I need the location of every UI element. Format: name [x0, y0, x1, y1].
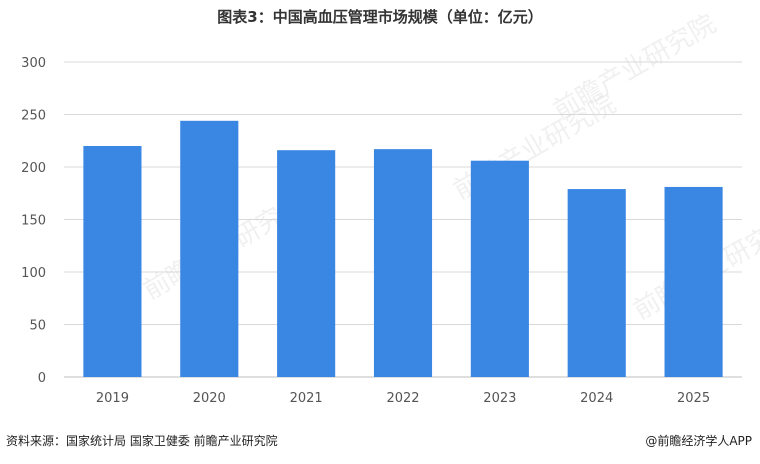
bars	[83, 120, 723, 378]
brand-credit: @前瞻经济学人APP	[645, 434, 752, 448]
x-axis-ticks: 2019 2020 2021 2022 2023 2024 2025	[96, 391, 710, 406]
x-tick-label: 2025	[677, 391, 710, 406]
y-tick-label: 50	[29, 319, 46, 334]
source-note: 资料来源：国家统计局 国家卫健委 前瞻产业研究院	[6, 434, 278, 448]
bar-2024	[567, 189, 626, 377]
y-tick-label: 100	[21, 266, 46, 281]
y-tick-label: 200	[21, 161, 46, 176]
bar-2022	[373, 149, 433, 377]
bar-2023	[470, 160, 529, 377]
y-tick-label: 300	[21, 56, 46, 71]
x-tick-label: 2023	[483, 391, 516, 406]
chart-title: 图表3：中国高血压管理市场规模（单位：亿元）	[217, 8, 543, 26]
bar-2020	[180, 120, 239, 378]
x-tick-label: 2022	[386, 391, 419, 406]
watermark-text: 前瞻产业研究院	[549, 9, 722, 126]
y-tick-label: 150	[21, 214, 46, 229]
y-tick-label: 250	[21, 109, 46, 124]
y-axis-ticks: 0 50 100 150 200 250 300	[21, 56, 46, 386]
x-tick-label: 2020	[193, 391, 226, 406]
x-tick-label: 2024	[580, 391, 613, 406]
y-tick-label: 0	[38, 371, 46, 386]
x-tick-label: 2021	[290, 391, 323, 406]
x-tick-label: 2019	[96, 391, 129, 406]
bar-2025	[664, 186, 723, 377]
bar-2021	[277, 150, 336, 377]
bar-2019	[83, 146, 142, 377]
